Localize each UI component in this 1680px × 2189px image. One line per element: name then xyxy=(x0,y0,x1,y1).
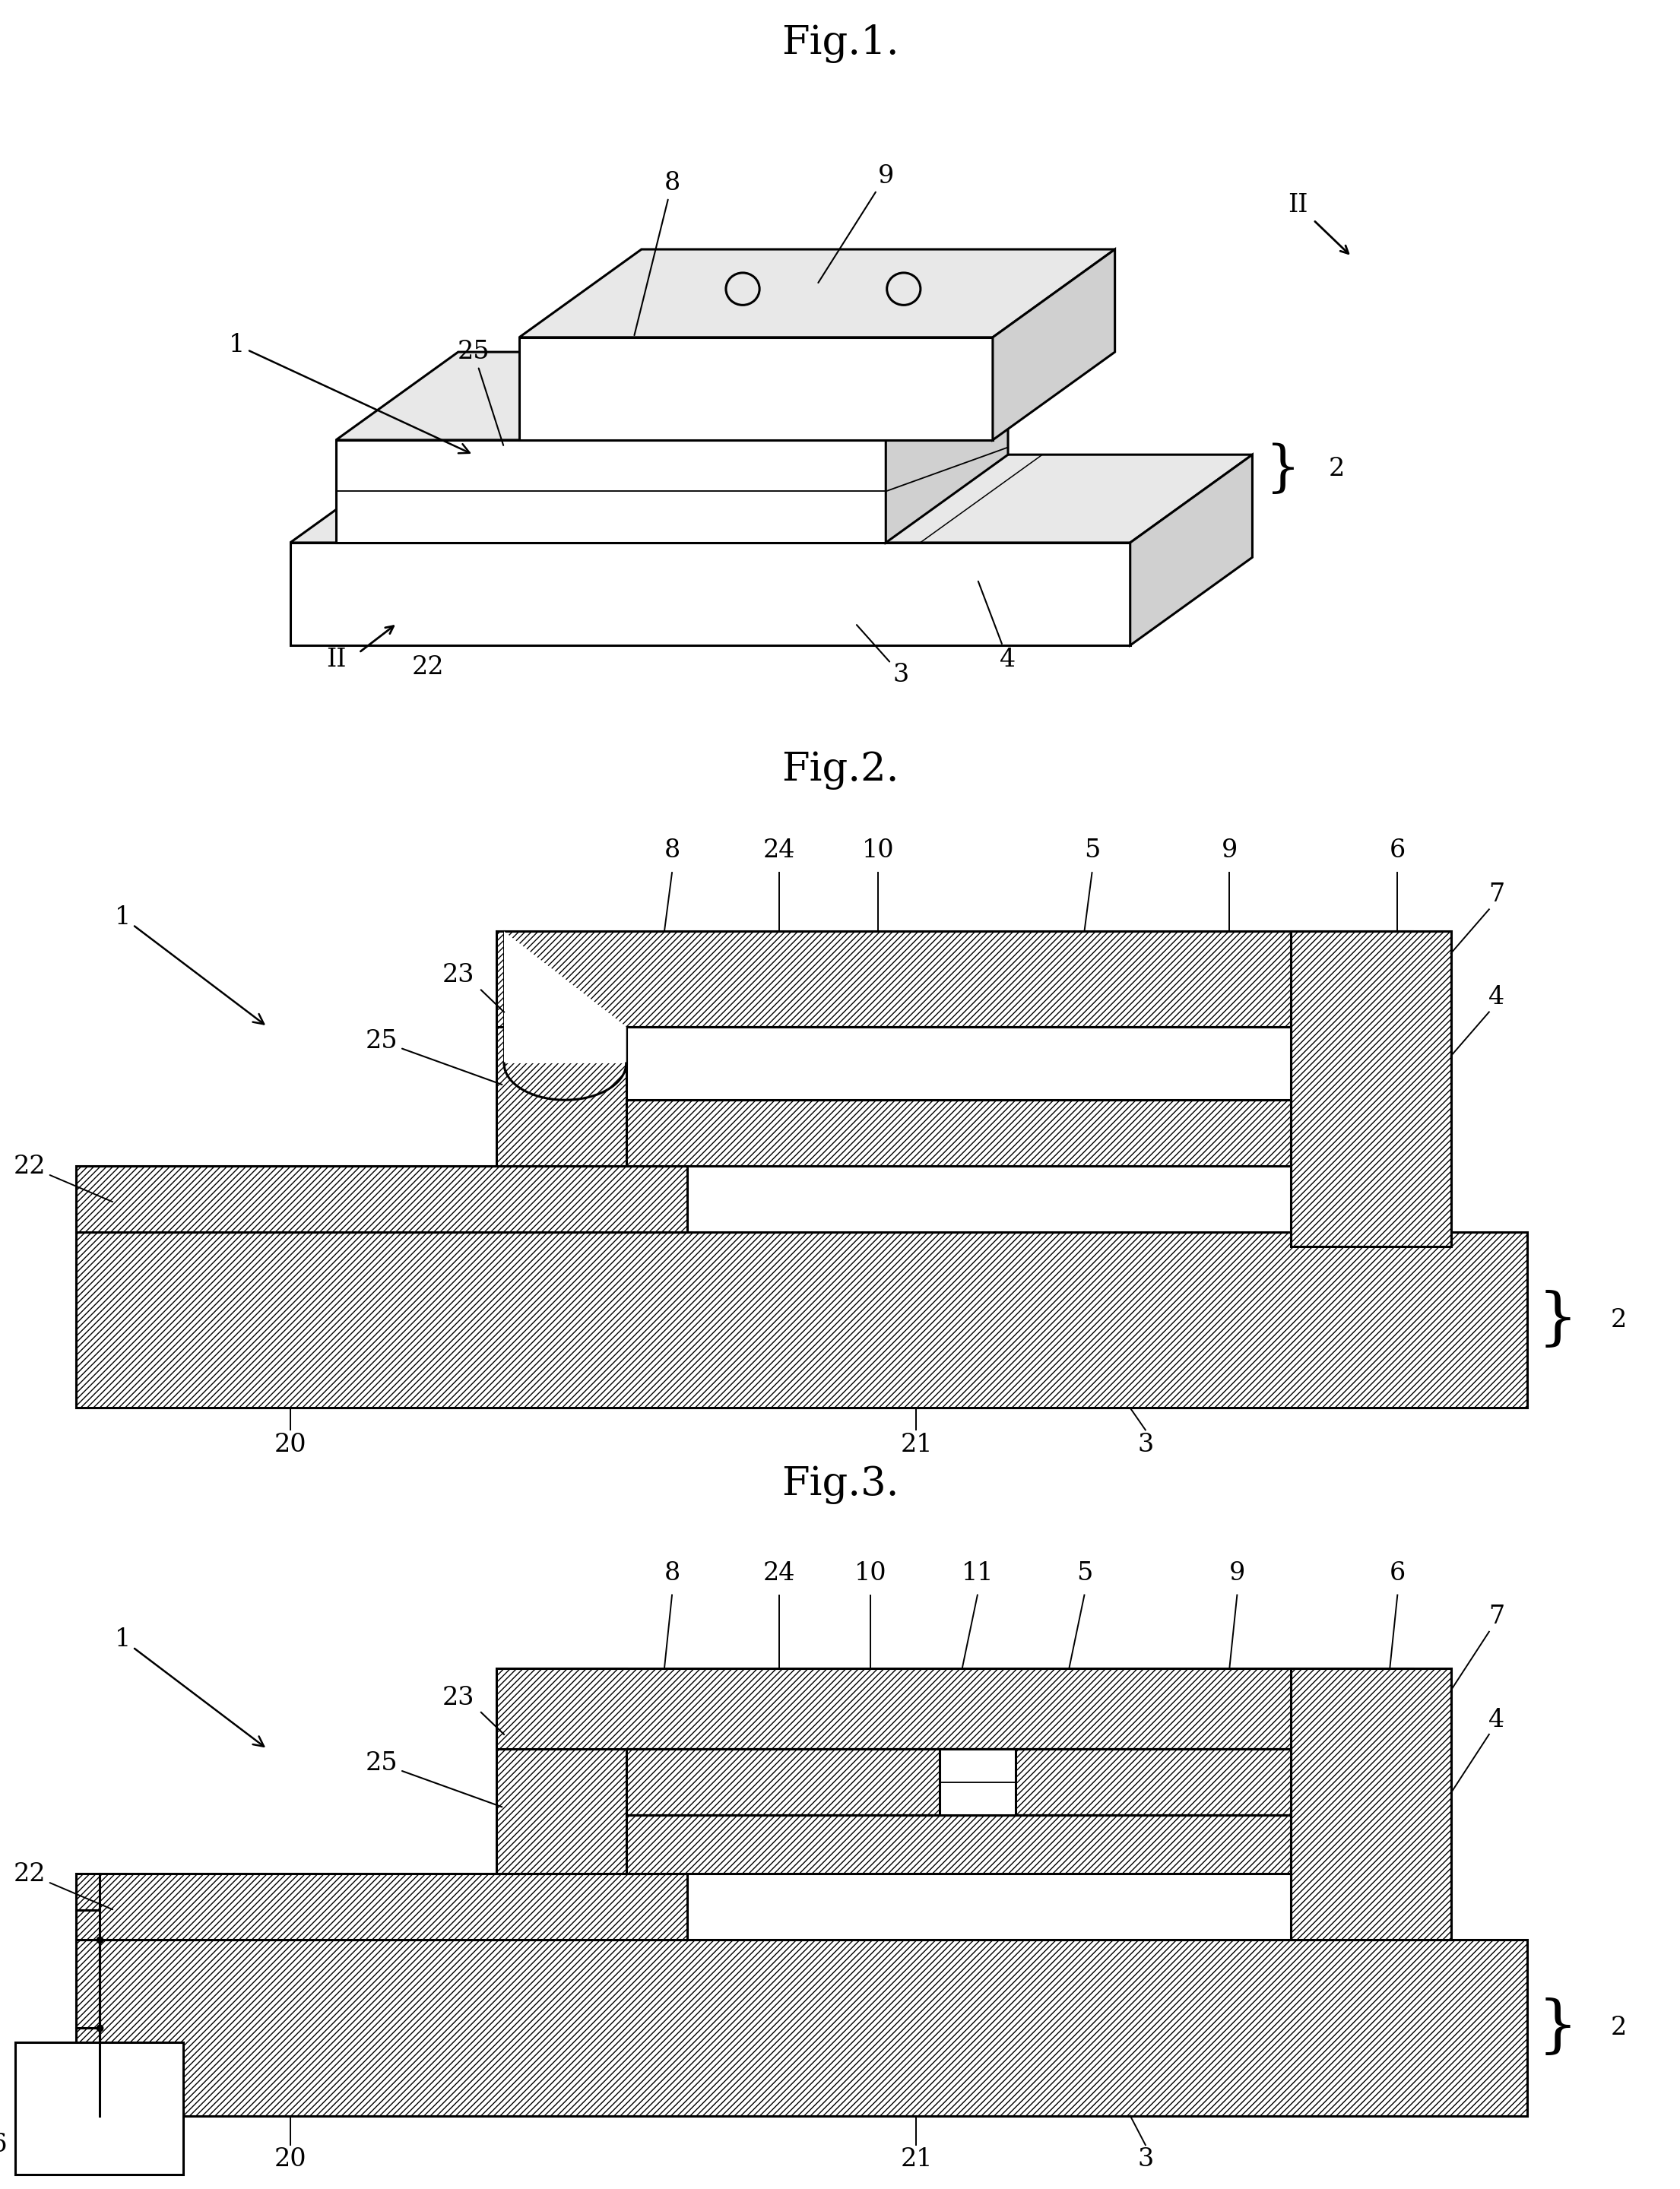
Text: 7: 7 xyxy=(1488,882,1505,906)
Bar xyxy=(627,1099,1290,1167)
Polygon shape xyxy=(291,543,1131,646)
Text: 1: 1 xyxy=(228,333,470,453)
Bar xyxy=(496,930,1413,1027)
Text: 9: 9 xyxy=(1221,838,1238,862)
Text: 10: 10 xyxy=(862,838,894,862)
Text: 2: 2 xyxy=(1329,458,1344,482)
Text: 11: 11 xyxy=(961,1561,993,1585)
Text: 9: 9 xyxy=(1230,1561,1245,1585)
Polygon shape xyxy=(291,455,1252,543)
Text: }: } xyxy=(1537,1996,1578,2058)
Bar xyxy=(496,946,627,1167)
Text: 6: 6 xyxy=(1389,1561,1406,1585)
Text: 23: 23 xyxy=(442,963,474,987)
Text: 3: 3 xyxy=(857,624,909,687)
Text: 3: 3 xyxy=(1137,2147,1154,2171)
Text: II: II xyxy=(326,648,346,672)
Polygon shape xyxy=(504,930,627,1064)
Text: 25: 25 xyxy=(457,339,504,444)
Bar xyxy=(627,1815,1290,1874)
Text: 10: 10 xyxy=(855,1561,887,1585)
Text: 21: 21 xyxy=(900,1432,932,1458)
Bar xyxy=(76,1874,687,1939)
Text: 4: 4 xyxy=(1488,985,1505,1009)
Bar xyxy=(76,1939,1527,2115)
Bar xyxy=(627,1749,1290,1815)
Text: Fig.2.: Fig.2. xyxy=(781,751,899,790)
Text: 5: 5 xyxy=(1077,1561,1092,1585)
Text: 8: 8 xyxy=(664,1561,680,1585)
Text: 22: 22 xyxy=(13,1863,113,1909)
Text: 1: 1 xyxy=(114,904,264,1024)
Text: 8: 8 xyxy=(664,838,680,862)
Text: II: II xyxy=(1289,193,1309,217)
Text: 8: 8 xyxy=(635,171,680,335)
Text: 25: 25 xyxy=(366,1029,502,1084)
Text: 20: 20 xyxy=(274,1432,306,1458)
Polygon shape xyxy=(519,250,1116,337)
Text: }: } xyxy=(1537,1289,1578,1351)
Bar xyxy=(76,1232,1527,1408)
Polygon shape xyxy=(519,337,993,440)
Text: 23: 23 xyxy=(442,1686,474,1710)
Text: 2: 2 xyxy=(1611,1307,1626,1333)
Bar xyxy=(627,1027,1290,1099)
Text: 1: 1 xyxy=(114,1626,264,1747)
Text: 2: 2 xyxy=(1611,2016,1626,2040)
Text: 5: 5 xyxy=(1084,838,1100,862)
Bar xyxy=(15,2042,183,2174)
Text: 20: 20 xyxy=(274,2147,306,2171)
Text: 9: 9 xyxy=(818,164,894,282)
Text: 6: 6 xyxy=(1389,838,1406,862)
Bar xyxy=(1290,1668,1452,1939)
Bar xyxy=(939,1749,1016,1815)
Bar xyxy=(496,1668,1413,1749)
Text: Fig.3.: Fig.3. xyxy=(781,1467,899,1504)
Text: 26: 26 xyxy=(0,2132,8,2156)
Text: 3: 3 xyxy=(1137,1432,1154,1458)
Polygon shape xyxy=(993,250,1116,440)
Text: }: } xyxy=(1265,442,1300,497)
Text: 4: 4 xyxy=(1488,1707,1505,1731)
Text: 22: 22 xyxy=(412,655,444,679)
Text: 4: 4 xyxy=(978,582,1016,672)
Text: 24: 24 xyxy=(763,1561,795,1585)
Text: 25: 25 xyxy=(366,1751,502,1806)
Text: Fig.1.: Fig.1. xyxy=(781,24,899,63)
Text: 7: 7 xyxy=(1488,1605,1505,1629)
Polygon shape xyxy=(1131,455,1252,646)
Bar xyxy=(1290,930,1452,1246)
Bar xyxy=(76,1167,687,1232)
Text: 24: 24 xyxy=(763,838,795,862)
Text: 22: 22 xyxy=(13,1154,113,1202)
Text: 21: 21 xyxy=(900,2147,932,2171)
Polygon shape xyxy=(336,440,885,543)
Polygon shape xyxy=(885,352,1008,543)
Bar xyxy=(496,1668,627,1874)
Polygon shape xyxy=(336,352,1008,440)
